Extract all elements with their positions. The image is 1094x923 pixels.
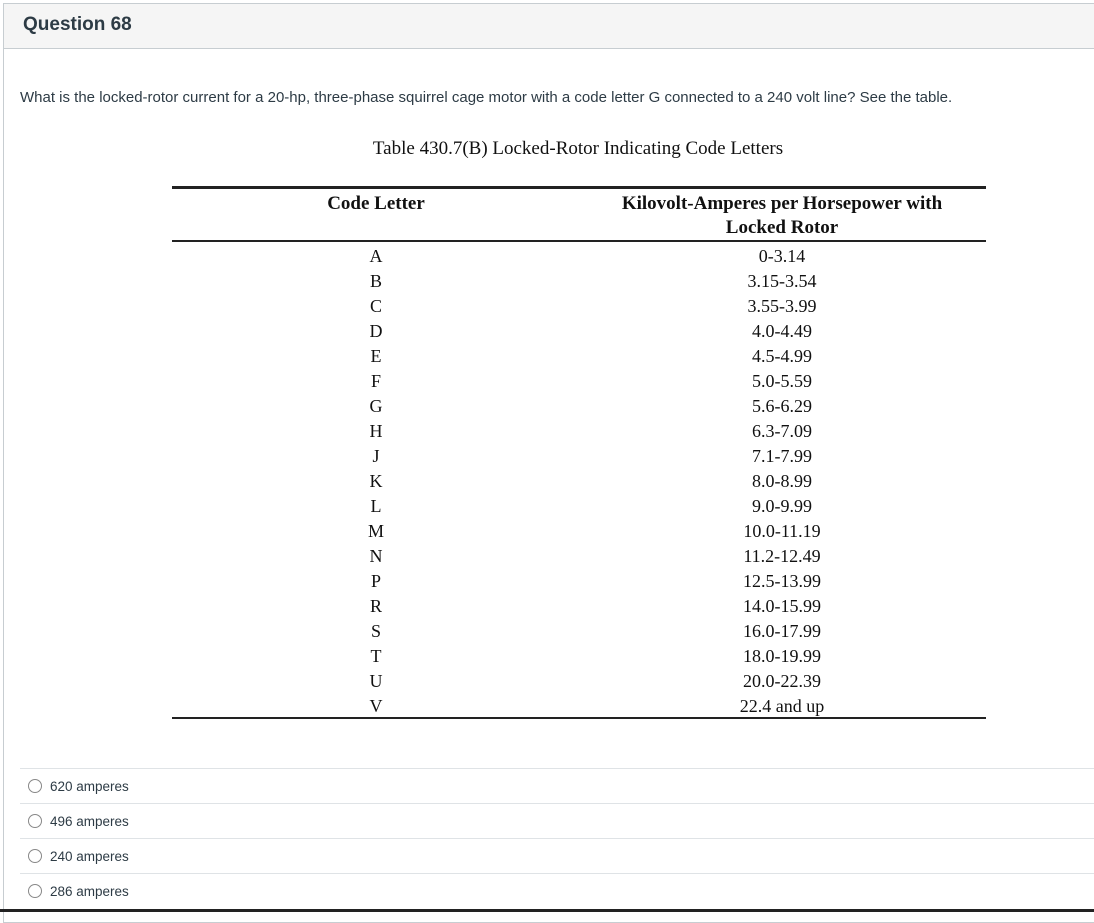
code-letter: V: [369, 696, 383, 716]
table-row: F 5.0-5.59: [168, 369, 988, 394]
question-text: What is the locked-rotor current for a 2…: [20, 89, 953, 106]
kva-range: 8.0-8.99: [752, 471, 812, 491]
header-kva-2: Locked Rotor: [725, 217, 839, 238]
answer-label: 286 amperes: [50, 883, 129, 899]
code-letter: A: [369, 246, 383, 266]
table-row: T 18.0-19.99: [168, 644, 988, 669]
kva-range: 6.3-7.09: [752, 421, 812, 441]
table-row: K 8.0-8.99: [168, 469, 988, 494]
kva-range: 9.0-9.99: [752, 496, 812, 516]
kva-range: 16.0-17.99: [743, 621, 821, 641]
radio-button[interactable]: [28, 779, 42, 793]
table-top-rule: [172, 186, 986, 189]
question-card: Question 68: [3, 3, 1094, 923]
radio-button[interactable]: [28, 849, 42, 863]
table-caption: Table 430.7(B) Locked-Rotor Indicating C…: [372, 138, 784, 159]
table-row: U 20.0-22.39: [168, 669, 988, 694]
answer-label: 240 amperes: [50, 848, 129, 864]
radio-button[interactable]: [28, 884, 42, 898]
answer-option[interactable]: 286 amperes: [20, 873, 1094, 908]
code-letter: F: [370, 371, 381, 391]
kva-range: 11.2-12.49: [743, 546, 821, 566]
table-header-rule: [172, 240, 986, 242]
radio-button[interactable]: [28, 814, 42, 828]
kva-range: 0-3.14: [758, 246, 806, 266]
kva-range: 3.55-3.99: [747, 296, 817, 316]
kva-range: 18.0-19.99: [743, 646, 821, 666]
table-row: J 7.1-7.99: [168, 444, 988, 469]
kva-range: 3.15-3.54: [747, 271, 817, 291]
table-row: B 3.15-3.54: [168, 269, 988, 294]
answer-option[interactable]: 240 amperes: [20, 838, 1094, 873]
code-letter: R: [369, 596, 382, 616]
table-row: G 5.6-6.29: [168, 394, 988, 419]
kva-range: 20.0-22.39: [743, 671, 821, 691]
code-letter: C: [369, 296, 382, 316]
code-letter: H: [369, 421, 383, 441]
code-letter: N: [369, 546, 383, 566]
table-row: D 4.0-4.49: [168, 319, 988, 344]
code-letter: L: [370, 496, 382, 516]
table-row: H 6.3-7.09: [168, 419, 988, 444]
code-letter: G: [369, 396, 383, 416]
table-row: P 12.5-13.99: [168, 569, 988, 594]
kva-range: 5.6-6.29: [752, 396, 812, 416]
answer-list: 620 amperes 496 amperes 240 amperes 286 …: [20, 768, 1094, 908]
kva-range: 4.0-4.49: [752, 321, 812, 341]
table-row: M 10.0-11.19: [168, 519, 988, 544]
question-header: Question 68: [4, 4, 1094, 49]
code-letter: D: [369, 321, 383, 341]
kva-range: 7.1-7.99: [752, 446, 812, 466]
table-row: S 16.0-17.99: [168, 619, 988, 644]
code-letter: B: [369, 271, 382, 291]
code-letter: T: [370, 646, 382, 666]
table-row: N 11.2-12.49: [168, 544, 988, 569]
answer-option[interactable]: 620 amperes: [20, 768, 1094, 803]
bottom-bar: [0, 909, 1094, 912]
table-row: C 3.55-3.99: [168, 294, 988, 319]
kva-range: 14.0-15.99: [743, 596, 821, 616]
kva-range: 5.0-5.59: [752, 371, 812, 391]
table-bottom-rule: [172, 717, 986, 719]
answer-label: 496 amperes: [50, 813, 129, 829]
answer-option[interactable]: 496 amperes: [20, 803, 1094, 838]
answer-label: 620 amperes: [50, 778, 129, 794]
header-kva: Kilovolt-Amperes per Horsepower with: [621, 193, 943, 214]
code-letter: P: [370, 571, 381, 591]
kva-range: 4.5-4.99: [752, 346, 812, 366]
header-code-letter: Code Letter: [327, 193, 425, 214]
table-row: V 22.4 and up: [168, 694, 988, 719]
code-letter: J: [372, 446, 380, 466]
question-title: Question 68: [23, 14, 132, 35]
code-letter: E: [370, 346, 382, 366]
kva-range: 22.4 and up: [739, 696, 825, 716]
code-letter: K: [369, 471, 383, 491]
table-row: E 4.5-4.99: [168, 344, 988, 369]
table-row: L 9.0-9.99: [168, 494, 988, 519]
code-letter: U: [369, 671, 383, 691]
code-letter: M: [367, 521, 384, 541]
table-row: R 14.0-15.99: [168, 594, 988, 619]
kva-range: 12.5-13.99: [743, 571, 821, 591]
table-row: A 0-3.14: [168, 244, 988, 269]
kva-range: 10.0-11.19: [743, 521, 821, 541]
code-letter: S: [370, 621, 381, 641]
